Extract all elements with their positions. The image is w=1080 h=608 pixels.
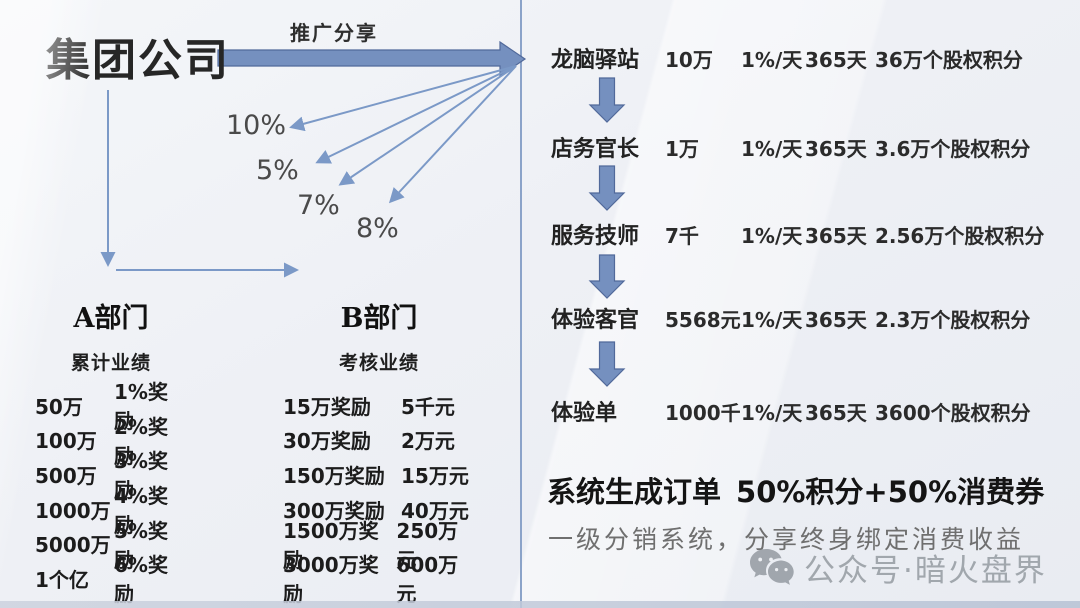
- table-row: 500万 3%奖励: [35, 449, 187, 502]
- table-row: 30万奖励 2万元: [283, 423, 475, 458]
- table-row: 5000万 5%奖励: [35, 519, 187, 572]
- level-days: 365天: [805, 48, 867, 72]
- commission-arrow-8pct: [388, 65, 517, 204]
- level-row-tiyan-dan: 体验单 1000千 1%/天 365天 3600个股权积分: [551, 395, 1031, 427]
- level-name: 服务技师: [551, 224, 640, 249]
- reward-cell: 5千元: [401, 394, 455, 419]
- level-rate: 1%/天: [741, 401, 803, 425]
- threshold-cell: 150万奖励: [283, 463, 385, 488]
- vertical-divider: [520, 0, 522, 608]
- table-row: 150万奖励 15万元: [283, 457, 475, 492]
- level-rate: 1%/天: [741, 137, 803, 161]
- dept-a-title: A部门: [73, 303, 149, 334]
- order-summary-title: 系统生成订单: [547, 475, 722, 509]
- commission-label-5pct: 5%: [256, 155, 299, 186]
- threshold-cell: 50万: [35, 394, 83, 419]
- level-amount: 10万: [665, 48, 713, 72]
- dept-b-subtitle: 考核业绩: [338, 352, 419, 374]
- level-rate: 1%/天: [741, 308, 803, 332]
- level-days: 365天: [805, 137, 867, 161]
- threshold-cell: 5000万: [35, 533, 111, 558]
- level-row-fuwu-jishi: 服务技师 7千 1%/天 365天 2.56万个股权积分: [551, 218, 1044, 250]
- level-row-longnao-yizhan: 龙脑驿站 10万 1%/天 365天 36万个股权积分: [551, 42, 1023, 74]
- threshold-cell: 300万奖励: [283, 498, 385, 523]
- commission-label-8pct: 8%: [356, 213, 399, 244]
- commission-arrow-7pct: [338, 65, 517, 186]
- level-points: 2.3万个股权积分: [875, 308, 1031, 332]
- level-points: 2.56万个股权积分: [875, 224, 1045, 248]
- commission-label-10pct: 10%: [226, 110, 287, 141]
- reward-cell: 3%奖励: [113, 449, 168, 503]
- level-row-dianwu-guanzhang: 店务官长 1万 1%/天 365天 3.6万个股权积分: [551, 131, 1030, 163]
- level-rate: 1%/天: [741, 48, 803, 72]
- reward-cell: 4%奖励: [113, 484, 168, 538]
- reward-cell: 1%奖励: [113, 380, 168, 434]
- level-down-arrow-1: [588, 77, 626, 123]
- commission-arrow-10pct: [289, 65, 517, 132]
- watermark: 公众号·暗火盘界: [748, 545, 1047, 590]
- company-title: 集团公司: [46, 35, 230, 86]
- threshold-cell: 500万: [35, 463, 97, 488]
- dept-b-rows: 15万奖励 5千元 30万奖励 2万元 150万奖励 15万元 300万奖励 40万元 …: [283, 388, 475, 606]
- level-points: 36万个股权积分: [875, 48, 1023, 72]
- order-summary-value: 50%积分+50%消费券: [736, 475, 1045, 509]
- threshold-cell: 15万奖励: [283, 394, 371, 419]
- reward-cell: 2万元: [401, 429, 455, 454]
- level-amount: 1万: [665, 137, 699, 161]
- distribution-footnote: 一级分销系统，分享终身绑定消费收益: [548, 525, 1025, 554]
- table-row: 300万奖励 40万元: [283, 492, 475, 527]
- table-row: 1个亿 6%奖励: [35, 553, 187, 606]
- dept-a-subtitle: 累计业绩: [70, 352, 151, 374]
- level-down-arrow-3: [588, 254, 626, 299]
- reward-cell: 250万元: [396, 518, 459, 572]
- table-row: 3000万奖励 600万元: [283, 553, 475, 606]
- reward-cell: 40万元: [401, 498, 469, 523]
- promo-arrow-label: 推广分享: [290, 21, 378, 45]
- level-row-tiyan-keguan: 体验客官 5568元 1%/天 365天 2.3万个股权积分: [551, 302, 1030, 334]
- wechat-icon: [750, 548, 794, 585]
- level-name: 店务官长: [551, 137, 640, 162]
- watermark-text: 公众号·暗火盘界: [804, 553, 1047, 589]
- threshold-cell: 1个亿: [35, 567, 89, 592]
- dept-a-rows: 50万 1%奖励 100万 2%奖励 500万 3%奖励 1000万 4%奖励 5000…: [35, 380, 187, 606]
- threshold-cell: 100万: [35, 429, 97, 454]
- threshold-cell: 30万奖励: [283, 429, 371, 454]
- level-days: 365天: [805, 401, 867, 425]
- table-row: 15万奖励 5千元: [283, 388, 475, 423]
- reward-cell: 600万元: [396, 553, 459, 607]
- threshold-cell: 1500万奖励: [283, 518, 379, 572]
- level-amount: 1000千: [665, 401, 741, 425]
- commission-label-7pct: 7%: [297, 190, 340, 221]
- level-down-arrow-2: [588, 165, 626, 211]
- threshold-cell: 1000万: [35, 498, 111, 523]
- table-row: 50万 1%奖励: [35, 380, 187, 433]
- reward-cell: 2%奖励: [113, 414, 168, 468]
- table-row: 1500万奖励 250万元: [283, 519, 475, 572]
- level-name: 龙脑驿站: [551, 48, 640, 73]
- bottom-edge-strip: [0, 601, 1080, 608]
- promo-arrow-icon: [217, 40, 527, 78]
- level-points: 3600个股权积分: [875, 401, 1031, 425]
- level-points: 3.6万个股权积分: [875, 137, 1031, 161]
- commission-arrow-5pct: [315, 65, 517, 164]
- table-row: 1000万 4%奖励: [35, 484, 187, 537]
- level-amount: 7千: [665, 224, 699, 248]
- table-row: 100万 2%奖励: [35, 415, 187, 468]
- level-name: 体验单: [551, 401, 618, 426]
- order-summary: 系统生成订单 50%积分+50%消费券: [547, 469, 1044, 511]
- level-amount: 5568元: [665, 308, 741, 332]
- reward-cell: 5%奖励: [113, 518, 168, 572]
- dept-b-table: B部门 考核业绩 15万奖励 5千元 30万奖励 2万元 150万奖励 15万元 30…: [283, 296, 475, 606]
- level-down-arrow-4: [588, 341, 626, 387]
- level-days: 365天: [805, 308, 867, 332]
- level-days: 365天: [805, 224, 867, 248]
- threshold-cell: 3000万奖励: [283, 553, 379, 607]
- reward-cell: 6%奖励: [113, 553, 168, 607]
- level-rate: 1%/天: [741, 224, 803, 248]
- level-name: 体验客官: [551, 308, 640, 333]
- reward-cell: 15万元: [401, 463, 469, 488]
- dept-a-table: A部门 累计业绩 50万 1%奖励 100万 2%奖励 500万 3%奖励 1000万…: [35, 296, 187, 606]
- dept-b-title: B部门: [340, 303, 418, 334]
